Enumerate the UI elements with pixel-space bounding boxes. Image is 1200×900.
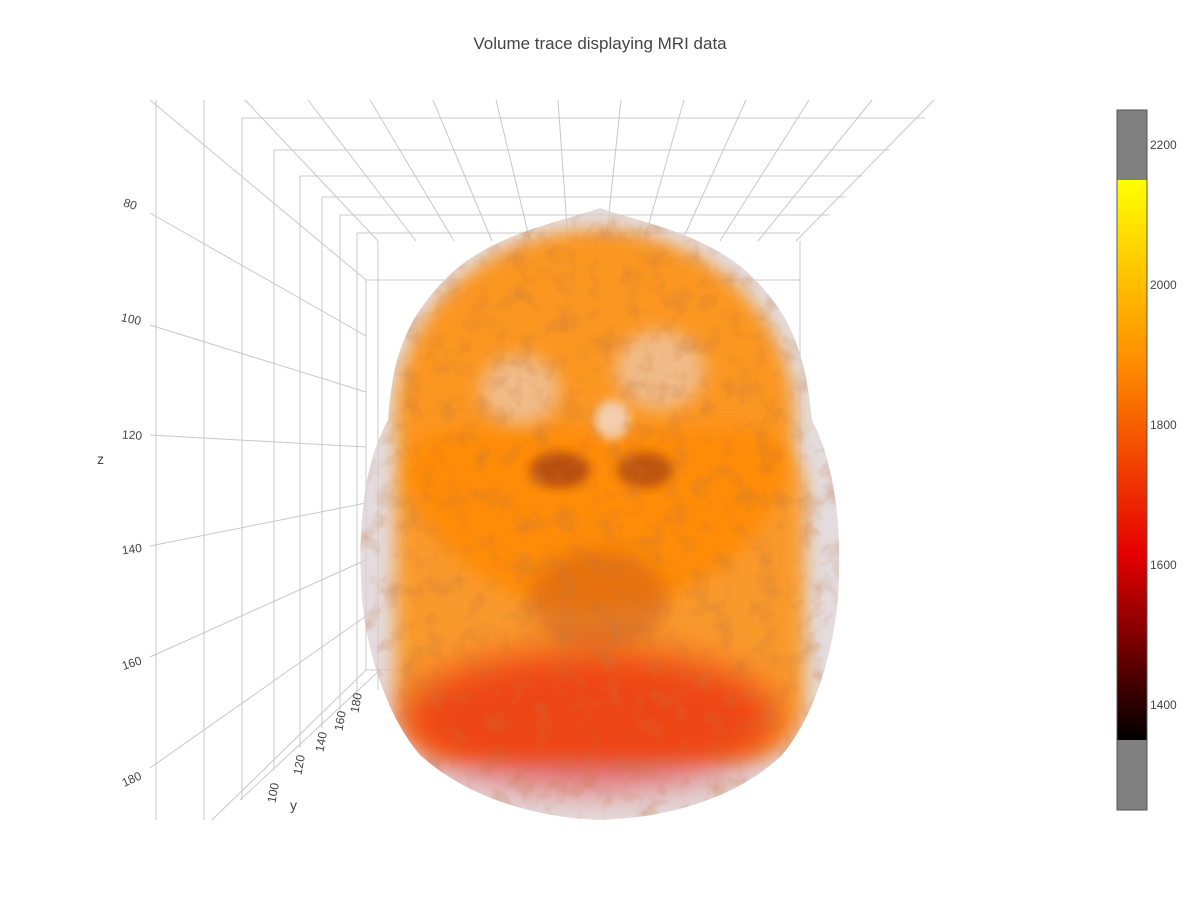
grid-line	[149, 502, 367, 547]
z-tick-label: 140	[121, 541, 143, 558]
z-tick-label: 160	[120, 653, 144, 673]
colorbar-tick-label: 1800	[1150, 418, 1177, 432]
colorbar-tick-label: 1400	[1150, 698, 1177, 712]
grid-line	[557, 99, 569, 242]
y-tick-label: 180	[348, 691, 365, 713]
grid-line	[244, 99, 379, 242]
z-axis-title: z	[97, 451, 104, 467]
colorbar-border	[1116, 109, 1148, 811]
grid-line	[149, 615, 367, 769]
grid-line	[432, 99, 493, 242]
z-axis-ticks: 80 100 120 140 160 180	[120, 195, 144, 789]
y-axis-title: y	[290, 797, 297, 813]
volume-texture	[360, 208, 840, 820]
volume-render	[360, 208, 840, 820]
grid-line	[149, 324, 367, 393]
grid-line	[149, 559, 367, 658]
grid-line	[149, 99, 367, 281]
z-tick-label: 100	[120, 310, 143, 328]
y-tick-label: 160	[332, 709, 349, 731]
grid-line	[643, 99, 685, 242]
grid-line	[149, 212, 367, 337]
grid-line	[757, 99, 873, 242]
grid-line	[307, 99, 417, 242]
z-tick-label: 80	[122, 195, 139, 213]
z-tick-label: 120	[122, 427, 143, 442]
chart-title: Volume trace displaying MRI data	[473, 34, 727, 53]
grid-line	[211, 669, 367, 821]
colorbar-tick-label: 2200	[1150, 138, 1177, 152]
z-tick-label: 180	[120, 769, 144, 790]
colorbar-tick-label: 1600	[1150, 558, 1177, 572]
grid-line	[149, 434, 367, 448]
y-tick-label: 140	[313, 730, 330, 752]
grid-line	[795, 99, 935, 242]
y-tick-label: 120	[291, 753, 308, 775]
y-tick-label: 100	[265, 781, 282, 803]
colorbar[interactable]: 1400 1600 1800 2000 2200	[1116, 109, 1177, 811]
grid-line	[495, 99, 531, 242]
colorbar-tick-label: 2000	[1150, 278, 1177, 292]
grid-line	[239, 669, 381, 801]
grid-line	[681, 99, 747, 242]
grid-line	[719, 99, 810, 242]
grid-line	[369, 99, 455, 242]
colorbar-gradient	[1117, 180, 1147, 740]
